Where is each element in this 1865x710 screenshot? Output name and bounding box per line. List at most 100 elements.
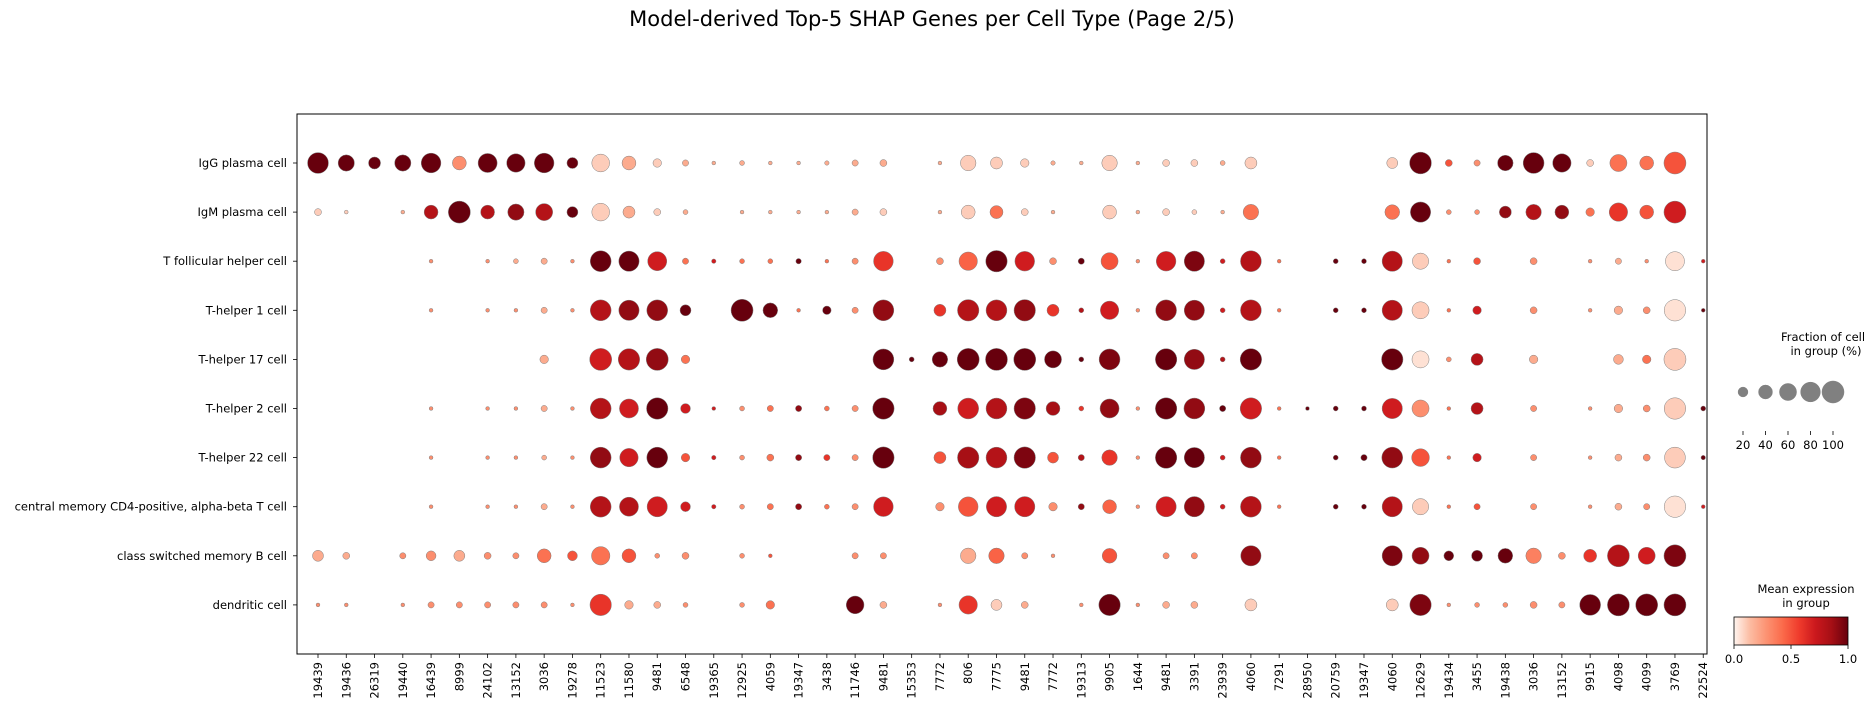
dot xyxy=(540,405,548,412)
dot xyxy=(932,401,948,416)
dot xyxy=(739,454,745,461)
dot xyxy=(1409,151,1432,175)
dot xyxy=(344,602,349,608)
size-legend-title-line: Fraction of cells xyxy=(1781,330,1865,344)
dot xyxy=(1642,306,1651,315)
dot xyxy=(399,552,407,560)
dot xyxy=(985,348,1008,371)
dot xyxy=(1219,258,1226,264)
dot xyxy=(534,152,555,174)
dot xyxy=(570,308,575,313)
dot xyxy=(1277,504,1282,509)
dot xyxy=(1242,204,1259,221)
dot xyxy=(1386,157,1399,169)
dot xyxy=(1586,159,1594,167)
dot xyxy=(711,160,716,166)
size-legend-label: 80 xyxy=(1803,438,1818,452)
dot xyxy=(646,446,668,469)
dot xyxy=(506,153,526,173)
dot xyxy=(1190,601,1199,609)
dot xyxy=(1333,307,1339,314)
dot xyxy=(1050,553,1056,558)
dot xyxy=(766,405,774,412)
dot xyxy=(1162,208,1170,216)
gene-label: 7291 xyxy=(1272,662,1286,691)
dot xyxy=(513,504,519,509)
dot xyxy=(423,204,439,220)
gene-label: 9481 xyxy=(1018,662,1032,691)
dot xyxy=(1443,550,1454,561)
dot xyxy=(762,302,778,318)
gene-label: 4098 xyxy=(1611,662,1625,691)
dot xyxy=(739,160,745,166)
dot xyxy=(1013,446,1036,469)
dot xyxy=(646,397,669,420)
dot xyxy=(512,552,520,560)
dot xyxy=(956,348,980,371)
dot xyxy=(646,496,668,518)
dot xyxy=(1305,406,1310,411)
dot xyxy=(1410,201,1431,223)
dot xyxy=(513,308,519,313)
dot xyxy=(795,405,802,412)
gene-label: 19439 xyxy=(311,662,325,699)
size-legend: Fraction of cells in group (%) 20 40 60 80 10… xyxy=(1736,330,1865,452)
dot xyxy=(824,209,830,215)
dot xyxy=(1587,455,1593,460)
dot xyxy=(1700,405,1706,412)
dot xyxy=(619,448,639,468)
gene-label: 6548 xyxy=(679,662,693,691)
dot xyxy=(879,601,888,609)
dot xyxy=(540,601,548,609)
dot xyxy=(1244,598,1258,612)
dot-grid xyxy=(307,151,1706,617)
dot xyxy=(1664,446,1686,469)
dot xyxy=(1183,299,1205,321)
row-label: dendritic cell xyxy=(213,598,287,612)
dot xyxy=(680,403,691,414)
dot xyxy=(988,547,1005,564)
row-label: T-helper 17 cell xyxy=(197,352,287,366)
dot xyxy=(1099,398,1120,419)
dot xyxy=(1381,398,1403,419)
dot xyxy=(680,453,691,463)
gene-label: 19278 xyxy=(565,662,579,699)
dot xyxy=(933,304,947,317)
dot xyxy=(624,600,634,610)
plot-area-frame xyxy=(296,113,1708,655)
dot xyxy=(425,550,437,561)
gene-label: 8999 xyxy=(452,662,466,691)
dot xyxy=(1587,406,1593,411)
dot xyxy=(480,204,495,220)
gene-label: 9915 xyxy=(1583,662,1597,691)
dot xyxy=(682,257,689,265)
size-legend-label: 60 xyxy=(1781,438,1796,452)
dot xyxy=(1701,259,1706,264)
colorbar-ticks: 0.0 0.5 1.0 xyxy=(1725,645,1857,666)
dot xyxy=(1552,153,1572,173)
dot xyxy=(766,453,775,462)
gene-label: 11580 xyxy=(622,662,636,699)
dot xyxy=(1471,550,1483,562)
dot xyxy=(937,209,943,215)
gene-label: 3036 xyxy=(1527,662,1541,691)
dot xyxy=(484,601,491,609)
gene-label: 7772 xyxy=(933,662,947,691)
dot xyxy=(1446,406,1451,411)
dot xyxy=(961,204,976,220)
dot xyxy=(570,504,575,509)
dot xyxy=(1190,159,1199,167)
dot xyxy=(824,405,830,412)
dot xyxy=(958,251,978,271)
dot xyxy=(420,152,442,174)
dot xyxy=(1613,305,1623,315)
dot xyxy=(428,308,434,313)
dot xyxy=(1077,454,1085,461)
gene-label: 19434 xyxy=(1442,662,1456,699)
dot xyxy=(647,251,668,271)
gene-label: 11523 xyxy=(594,662,608,699)
size-legend-dot xyxy=(1737,386,1749,398)
dot xyxy=(1361,258,1367,264)
dot xyxy=(908,356,915,363)
dot xyxy=(1360,454,1368,461)
